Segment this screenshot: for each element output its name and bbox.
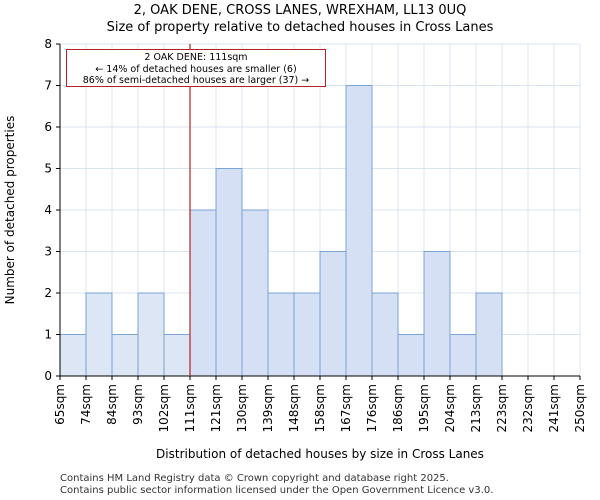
annotation-line-1: 2 OAK DENE: 111sqm [144, 52, 248, 63]
histogram-bar [319, 251, 347, 377]
x-tick-label-13: 186sqm [391, 384, 405, 432]
x-tick-label-8: 139sqm [261, 384, 275, 432]
histogram-bar [241, 209, 269, 377]
histogram-bar [59, 334, 87, 377]
histogram-bar [163, 334, 191, 377]
histogram-bar [189, 209, 217, 377]
x-tick-label-16: 213sqm [469, 384, 483, 432]
histogram-bar [111, 334, 139, 377]
annotation-line-2: ← 14% of detached houses are smaller (6) [95, 63, 297, 75]
histogram-bar [137, 292, 165, 377]
x-tick-label-7: 130sqm [235, 384, 249, 432]
histogram-bar [85, 292, 113, 377]
y-tick-label-3: 3 [44, 245, 52, 259]
x-tick-label-19: 241sqm [547, 384, 561, 432]
y-tick-label-8: 8 [44, 37, 52, 51]
annotation-line-3: 86% of semi-detached houses are larger (… [82, 75, 310, 86]
y-axis-title: Number of detached properties [3, 116, 17, 305]
x-tick-label-17: 223sqm [495, 384, 509, 432]
x-tick-label-11: 167sqm [339, 384, 353, 432]
footer-copyright: Contains HM Land Registry data © Crown c… [60, 473, 449, 484]
x-tick-label-6: 121sqm [209, 384, 223, 432]
x-tick-label-5: 111sqm [183, 384, 197, 432]
property-annotation: 2 OAK DENE: 111sqm ← 14% of detached hou… [66, 49, 326, 87]
histogram-bar [397, 334, 425, 377]
chart-title: 2, OAK DENE, CROSS LANES, WREXHAM, LL13 … [133, 3, 467, 18]
y-tick-label-6: 6 [44, 120, 52, 134]
histogram-bar [475, 292, 503, 377]
x-tick-label-3: 93sqm [131, 384, 145, 425]
x-tick-label-4: 102sqm [157, 384, 171, 432]
histogram-bar [215, 168, 243, 377]
x-tick-label-0: 65sqm [53, 384, 67, 425]
histogram-bar [371, 292, 399, 377]
x-tick-label-14: 195sqm [417, 384, 431, 432]
y-tick-label-1: 1 [44, 328, 52, 342]
histogram-bar [449, 334, 477, 377]
x-tick-label-20: 250sqm [573, 384, 587, 432]
histogram-bar [293, 292, 321, 377]
y-tick-label-4: 4 [44, 203, 52, 217]
x-tick-label-2: 84sqm [105, 384, 119, 425]
x-tick-label-9: 148sqm [287, 384, 301, 432]
x-axis-title: Distribution of detached houses by size … [156, 447, 484, 461]
x-tick-label-15: 204sqm [443, 384, 457, 432]
x-tick-label-12: 176sqm [365, 384, 379, 432]
histogram-bar [345, 85, 373, 377]
chart-subtitle: Size of property relative to detached ho… [106, 20, 494, 35]
y-tick-label-2: 2 [44, 286, 52, 300]
y-tick-label-5: 5 [44, 162, 52, 176]
y-tick-label-7: 7 [44, 79, 52, 93]
histogram-bar [267, 292, 295, 377]
histogram-bar [423, 251, 451, 377]
x-tick-label-10: 158sqm [313, 384, 327, 432]
x-tick-label-1: 74sqm [79, 384, 93, 425]
x-tick-label-18: 232sqm [521, 384, 535, 432]
y-tick-label-0: 0 [44, 369, 52, 383]
footer-licence: Contains public sector information licen… [60, 485, 494, 496]
